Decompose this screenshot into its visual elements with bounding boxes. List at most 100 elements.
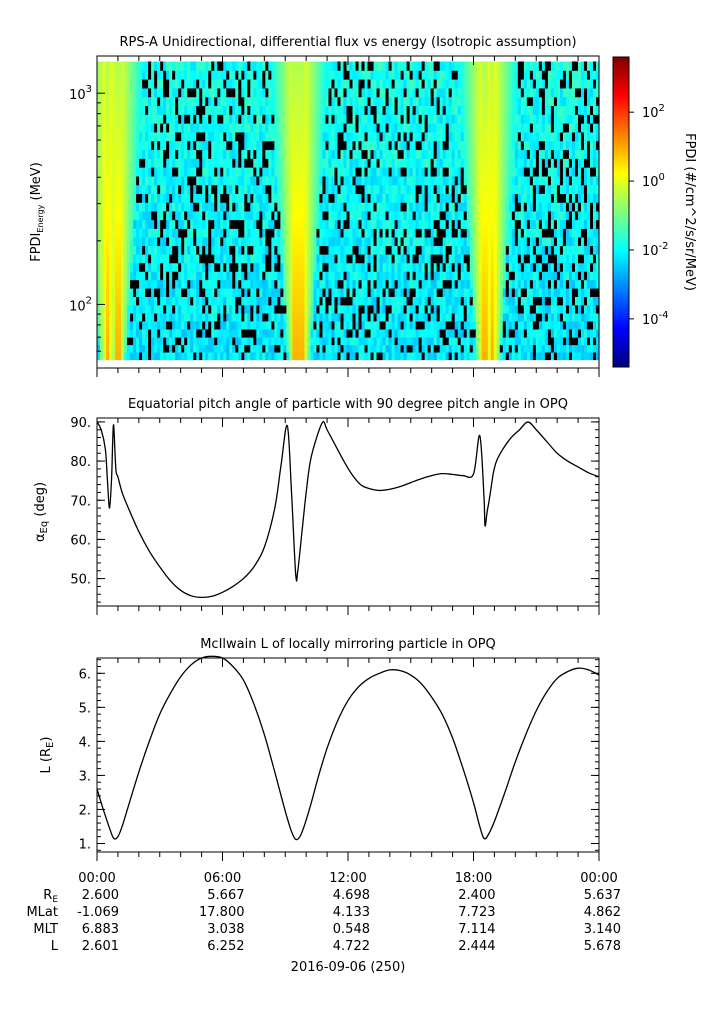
heatmap-cell bbox=[196, 132, 200, 142]
heatmap-cell bbox=[241, 296, 245, 306]
heatmap-cell bbox=[412, 262, 417, 272]
heatmap-cell bbox=[109, 202, 113, 212]
heatmap-cell bbox=[493, 321, 498, 330]
heatmap-cell bbox=[142, 288, 146, 298]
heatmap-cell bbox=[115, 96, 119, 107]
heatmap-cell bbox=[466, 61, 471, 71]
heatmap-cell bbox=[523, 211, 528, 221]
heatmap-cell bbox=[271, 123, 275, 133]
heatmap-cell bbox=[394, 193, 399, 203]
heatmap-cell bbox=[376, 288, 381, 298]
heatmap-cell bbox=[376, 271, 381, 281]
heatmap-cell bbox=[181, 176, 185, 186]
heatmap-cell bbox=[439, 176, 444, 186]
heatmap-cell bbox=[448, 344, 453, 353]
heatmap-cell bbox=[505, 329, 510, 338]
heatmap-cell bbox=[211, 176, 215, 186]
heatmap-cell bbox=[286, 114, 290, 124]
heatmap-cell bbox=[247, 158, 251, 168]
heatmap-cell bbox=[172, 202, 176, 212]
heatmap-cell bbox=[424, 337, 429, 346]
heatmap-cell bbox=[505, 344, 510, 353]
heatmap-cell bbox=[232, 88, 236, 98]
heatmap-cell bbox=[373, 96, 378, 107]
heatmap-cell bbox=[133, 237, 137, 247]
heatmap-cell bbox=[133, 352, 137, 361]
heatmap-cell bbox=[490, 337, 495, 346]
heatmap-cell bbox=[211, 202, 215, 212]
heatmap-cell bbox=[370, 211, 375, 221]
heatmap-cell bbox=[370, 296, 375, 306]
heatmap-cell bbox=[364, 149, 369, 159]
heatmap-cell bbox=[319, 123, 324, 133]
heatmap-cell bbox=[520, 167, 525, 177]
heatmap-cell bbox=[412, 79, 417, 89]
heatmap-cell bbox=[349, 313, 354, 322]
heatmap-cell bbox=[139, 296, 143, 306]
heatmap-cell bbox=[385, 70, 390, 80]
heatmap-cell bbox=[310, 176, 315, 186]
heatmap-cell bbox=[292, 329, 296, 338]
heatmap-cell bbox=[451, 313, 456, 322]
heatmap-cell bbox=[337, 254, 342, 264]
heatmap-cell bbox=[391, 304, 396, 314]
heatmap-cell bbox=[502, 254, 507, 264]
heatmap-cell bbox=[286, 228, 290, 238]
heatmap-cell bbox=[100, 114, 104, 124]
heatmap-cell bbox=[520, 245, 525, 255]
heatmap-cell bbox=[235, 96, 239, 107]
heatmap-cell bbox=[181, 271, 185, 281]
heatmap-cell bbox=[106, 321, 110, 330]
heatmap-cell bbox=[328, 321, 333, 330]
heatmap-cell bbox=[268, 114, 272, 124]
heatmap-cell bbox=[238, 219, 242, 229]
heatmap-cell bbox=[463, 254, 468, 264]
heatmap-cell bbox=[307, 105, 312, 115]
heatmap-cell bbox=[472, 61, 477, 71]
heatmap-cell bbox=[193, 313, 197, 322]
heatmap-cell bbox=[238, 149, 242, 159]
heatmap-cell bbox=[409, 79, 414, 89]
heatmap-cell bbox=[286, 344, 290, 353]
heatmap-cell bbox=[394, 211, 399, 221]
heatmap-cell bbox=[199, 114, 203, 124]
heatmap-cell bbox=[451, 337, 456, 346]
heatmap-cell bbox=[283, 88, 287, 98]
heatmap-cell bbox=[328, 344, 333, 353]
heatmap-cell bbox=[361, 202, 366, 212]
heatmap-cell bbox=[265, 329, 269, 338]
heatmap-cell bbox=[127, 296, 131, 306]
heatmap-cell bbox=[373, 321, 378, 330]
heatmap-cell bbox=[343, 114, 348, 124]
heatmap-cell bbox=[127, 132, 131, 142]
heatmap-cell bbox=[367, 114, 372, 124]
heatmap-cell bbox=[457, 344, 462, 353]
heatmap-cell bbox=[205, 114, 209, 124]
heatmap-cell bbox=[472, 304, 477, 314]
heatmap-cell bbox=[514, 79, 519, 89]
heatmap-cell bbox=[298, 70, 303, 80]
heatmap-cell bbox=[385, 237, 390, 247]
heatmap-cell bbox=[307, 167, 312, 177]
heatmap-cell bbox=[109, 337, 113, 346]
heatmap-cell bbox=[142, 158, 146, 168]
heatmap-cell bbox=[448, 219, 453, 229]
heatmap-cell bbox=[217, 329, 221, 338]
heatmap-cell bbox=[199, 219, 203, 229]
heatmap-cell bbox=[334, 61, 339, 71]
heatmap-cell bbox=[136, 211, 140, 221]
heatmap-cell bbox=[364, 219, 369, 229]
heatmap-cell bbox=[238, 70, 242, 80]
heatmap-cell bbox=[97, 245, 101, 255]
heatmap-cell bbox=[292, 321, 296, 330]
heatmap-cell bbox=[451, 167, 456, 177]
heatmap-cell bbox=[115, 271, 119, 281]
heatmap-cell bbox=[307, 140, 312, 151]
heatmap-cell bbox=[478, 149, 483, 159]
heatmap-cell bbox=[298, 105, 303, 115]
heatmap-cell bbox=[403, 61, 408, 71]
heatmap-cell bbox=[292, 279, 296, 289]
heatmap-cell bbox=[190, 61, 194, 71]
heatmap-cell bbox=[361, 70, 366, 80]
heatmap-cell bbox=[499, 228, 504, 238]
